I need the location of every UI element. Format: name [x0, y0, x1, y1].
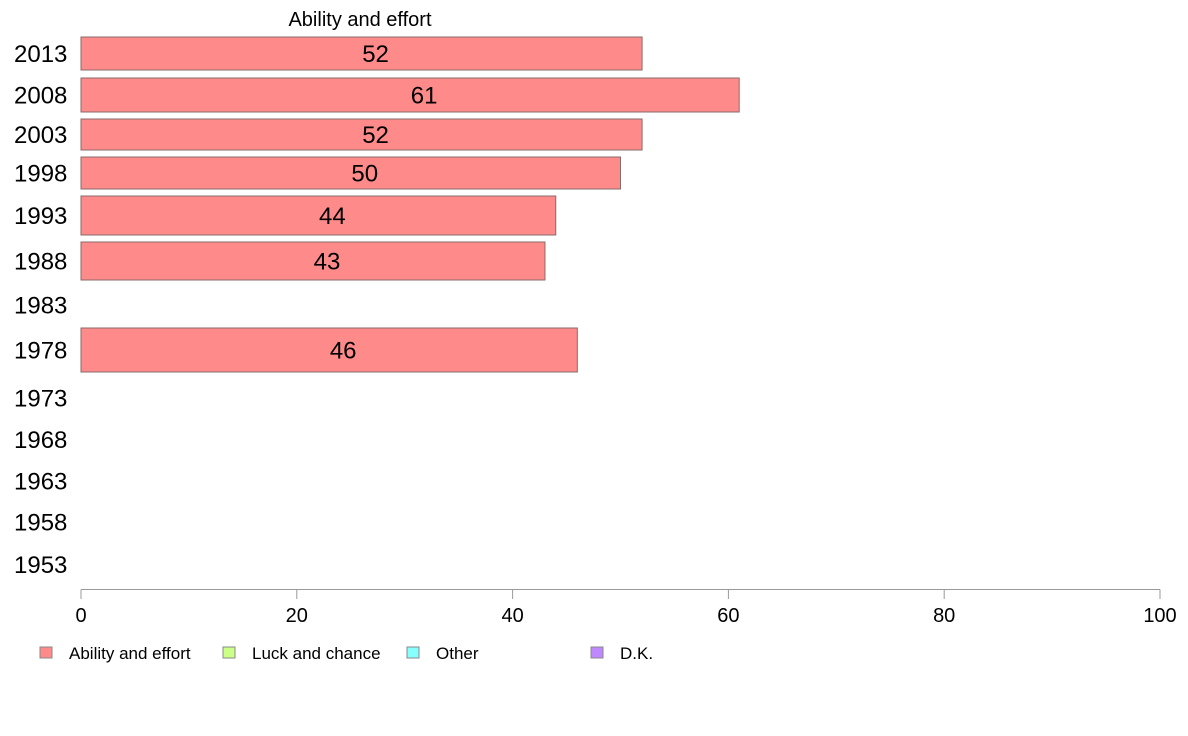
- legend-swatch-3: [590, 646, 604, 659]
- category-label-1963: 1963: [14, 469, 67, 496]
- category-labels: 2013 2008 2003 1998 1993 1988 1983 1978 1973 1968…: [14, 41, 67, 579]
- bar-label-2003: 52: [362, 122, 389, 149]
- x-tick-label-60: 60: [717, 605, 739, 627]
- legend-swatch-1: [222, 646, 236, 659]
- bars: [80, 36, 740, 373]
- category-label-1978: 1978: [14, 338, 67, 365]
- chart-title: Ability and effort: [288, 9, 431, 31]
- category-label-1993: 1993: [14, 203, 67, 230]
- bar-label-2008: 61: [411, 83, 438, 110]
- x-axis: 0 20 40 60 80 100: [75, 589, 1177, 627]
- legend-label-0: Ability and effort: [69, 644, 191, 663]
- x-tick-label-40: 40: [501, 605, 523, 627]
- bar-1998: [80, 156, 621, 190]
- x-tick-label-80: 80: [933, 605, 955, 627]
- category-label-1983: 1983: [14, 293, 67, 320]
- category-label-2013: 2013: [14, 41, 67, 68]
- bar-label-1993: 44: [319, 203, 346, 230]
- bar-1978: [80, 327, 578, 373]
- category-label-1998: 1998: [14, 161, 67, 188]
- bar-1993: [80, 195, 557, 236]
- category-label-2003: 2003: [14, 122, 67, 149]
- x-tick-label-0: 0: [75, 605, 86, 627]
- category-label-1953: 1953: [14, 552, 67, 579]
- bar-label-1978: 46: [330, 338, 357, 365]
- category-label-1988: 1988: [14, 249, 67, 276]
- bar-label-2013: 52: [362, 41, 389, 68]
- category-label-2008: 2008: [14, 83, 67, 110]
- bar-2003: [80, 118, 643, 151]
- bar-1988: [80, 241, 546, 281]
- legend-swatch-0: [39, 646, 53, 659]
- x-tick-label-20: 20: [286, 605, 308, 627]
- bar-2008: [80, 77, 740, 113]
- legend-label-2: Other: [436, 644, 479, 663]
- legend-label-1: Luck and chance: [252, 644, 381, 663]
- bar-label-1998: 50: [351, 161, 378, 188]
- category-label-1973: 1973: [14, 386, 67, 413]
- legend-label-3: D.K.: [620, 644, 653, 663]
- category-label-1958: 1958: [14, 510, 67, 537]
- category-label-1968: 1968: [14, 427, 67, 454]
- legend-swatch-2: [406, 646, 420, 659]
- legend: Ability and effort Luck and chance Other D.…: [39, 644, 653, 663]
- x-tick-label-100: 100: [1143, 605, 1176, 627]
- bar-label-1988: 43: [314, 249, 341, 276]
- bar-2013: [80, 36, 643, 71]
